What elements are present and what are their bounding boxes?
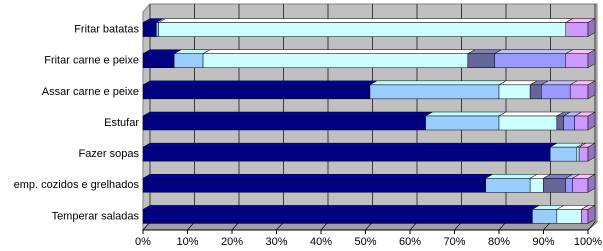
bar-side bbox=[587, 142, 596, 162]
bar-top bbox=[369, 80, 507, 86]
y-tick-label: Temperar saladas bbox=[52, 210, 140, 222]
y-tick-label: Fritar carne e peixe bbox=[44, 55, 139, 67]
bar bbox=[202, 53, 469, 68]
bar bbox=[142, 115, 426, 131]
y-tick-label: Fazer sopas bbox=[78, 148, 139, 160]
bar bbox=[563, 115, 575, 131]
bar bbox=[578, 146, 589, 162]
bar bbox=[556, 209, 582, 224]
bar-top bbox=[142, 205, 541, 210]
bar bbox=[529, 84, 542, 100]
bar bbox=[565, 53, 589, 68]
bar bbox=[142, 22, 157, 37]
bar bbox=[574, 115, 589, 131]
bar bbox=[581, 209, 589, 224]
bar bbox=[576, 146, 580, 162]
y-tick-label: emp. cozidos e grelhados bbox=[14, 179, 140, 191]
x-tick-label: 80% bbox=[488, 236, 510, 248]
bar bbox=[541, 84, 571, 100]
bar bbox=[498, 84, 531, 100]
bar bbox=[485, 178, 531, 193]
bar-top bbox=[157, 18, 574, 23]
x-tick-label: 0% bbox=[135, 236, 151, 248]
bar-side bbox=[587, 18, 596, 38]
bar bbox=[425, 115, 500, 131]
bar bbox=[142, 53, 175, 68]
bar bbox=[142, 178, 486, 193]
bar bbox=[565, 22, 589, 37]
bar bbox=[532, 209, 558, 224]
bar bbox=[572, 178, 589, 193]
bar-side bbox=[587, 49, 596, 69]
x-tick-label: 40% bbox=[310, 236, 332, 248]
bar bbox=[156, 22, 159, 37]
x-tick-label: 70% bbox=[443, 236, 465, 248]
bar-side bbox=[587, 173, 596, 193]
x-tick-label: 90% bbox=[532, 236, 554, 248]
bar bbox=[369, 84, 500, 100]
x-tick-label: 60% bbox=[399, 236, 421, 248]
bar bbox=[173, 53, 204, 68]
y-tick-label: Assar carne e peixe bbox=[42, 86, 139, 98]
bar bbox=[142, 209, 533, 224]
bar bbox=[569, 84, 589, 100]
bar bbox=[543, 178, 566, 193]
bar bbox=[494, 53, 566, 68]
x-tick-label: 10% bbox=[176, 236, 198, 248]
bar-top bbox=[424, 111, 507, 117]
grid-line-floor bbox=[587, 221, 596, 231]
bar-side bbox=[587, 80, 596, 100]
bar-top bbox=[493, 49, 574, 54]
bar bbox=[556, 115, 564, 131]
x-tick-label: 50% bbox=[354, 236, 376, 248]
bar bbox=[565, 178, 573, 193]
bar bbox=[467, 53, 495, 68]
x-tick-label: 100% bbox=[574, 236, 602, 248]
bar-side bbox=[587, 204, 596, 224]
bar-top bbox=[142, 142, 559, 148]
bar bbox=[529, 178, 544, 193]
bar-top bbox=[202, 49, 476, 54]
x-tick-label: 20% bbox=[221, 236, 243, 248]
bar-top bbox=[142, 174, 494, 179]
x-tick-label: 30% bbox=[265, 236, 287, 248]
bar bbox=[498, 115, 558, 131]
bar-side bbox=[587, 111, 596, 131]
bar-top bbox=[142, 80, 378, 86]
bar-top bbox=[142, 111, 434, 117]
bar bbox=[158, 22, 566, 37]
bar-top bbox=[484, 174, 539, 179]
y-tick-label: Fritar batatas bbox=[74, 23, 139, 35]
y-tick-label: Estufar bbox=[104, 117, 139, 129]
bar bbox=[142, 146, 551, 162]
bar-top bbox=[498, 111, 565, 117]
bar bbox=[142, 84, 371, 100]
bar bbox=[549, 146, 578, 162]
